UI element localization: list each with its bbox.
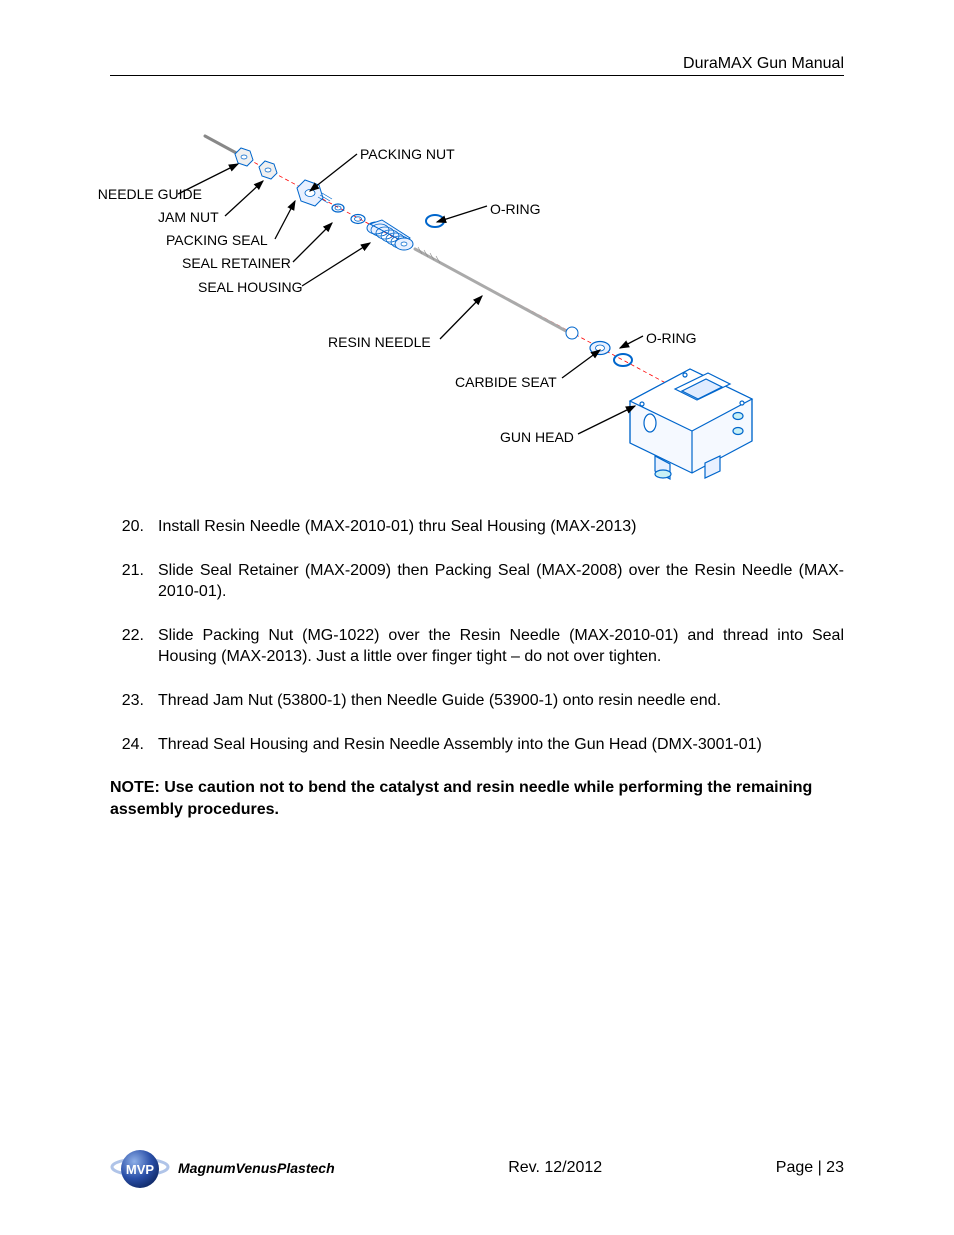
label-packing-seal: PACKING SEAL <box>166 232 268 248</box>
footer-rev: Rev. 12/2012 <box>508 1159 602 1177</box>
instruction-text: Slide Seal Retainer (MAX-2009) then Pack… <box>158 560 844 603</box>
label-o-ring-1: O-RING <box>490 201 541 217</box>
brand-logo: MVP MagnumVenusPlastech <box>110 1143 335 1193</box>
svg-text:MVP: MVP <box>126 1162 155 1177</box>
label-gun-head: GUN HEAD <box>500 429 574 445</box>
instruction-list: 20.Install Resin Needle (MAX-2010-01) th… <box>110 516 844 755</box>
instruction-number: 23. <box>110 690 158 712</box>
label-o-ring-2: O-RING <box>646 330 697 346</box>
instruction-text: Thread Jam Nut (53800-1) then Needle Gui… <box>158 690 844 712</box>
label-carbide-seat: CARBIDE SEAT <box>455 374 557 390</box>
instruction-item: 21.Slide Seal Retainer (MAX-2009) then P… <box>110 560 844 603</box>
label-seal-housing: SEAL HOUSING <box>198 279 303 295</box>
exploded-diagram: NEEDLE GUIDE JAM NUT PACKING SEAL SEAL R… <box>110 116 844 506</box>
label-resin-needle: RESIN NEEDLE <box>328 334 431 350</box>
label-packing-nut: PACKING NUT <box>360 146 455 162</box>
instruction-item: 23.Thread Jam Nut (53800-1) then Needle … <box>110 690 844 712</box>
instruction-number: 20. <box>110 516 158 538</box>
instruction-item: 24.Thread Seal Housing and Resin Needle … <box>110 734 844 756</box>
instruction-number: 21. <box>110 560 158 603</box>
page-footer: MVP MagnumVenusPlastech Rev. 12/2012 Pag… <box>110 1143 844 1193</box>
label-jam-nut: JAM NUT <box>158 209 219 225</box>
instruction-text: Install Resin Needle (MAX-2010-01) thru … <box>158 516 844 538</box>
mvp-globe-icon: MVP <box>110 1143 170 1193</box>
note-text: NOTE: Use caution not to bend the cataly… <box>110 777 844 820</box>
label-needle-guide: NEEDLE GUIDE <box>82 186 202 202</box>
instruction-number: 22. <box>110 625 158 668</box>
instruction-number: 24. <box>110 734 158 756</box>
label-seal-retainer: SEAL RETAINER <box>182 255 291 271</box>
brand-name: MagnumVenusPlastech <box>178 1160 335 1176</box>
instruction-text: Thread Seal Housing and Resin Needle Ass… <box>158 734 844 756</box>
footer-page: Page | 23 <box>776 1159 844 1177</box>
header-title: DuraMAX Gun Manual <box>110 55 844 76</box>
instruction-text: Slide Packing Nut (MG-1022) over the Res… <box>158 625 844 668</box>
instruction-item: 22.Slide Packing Nut (MG-1022) over the … <box>110 625 844 668</box>
instruction-item: 20.Install Resin Needle (MAX-2010-01) th… <box>110 516 844 538</box>
